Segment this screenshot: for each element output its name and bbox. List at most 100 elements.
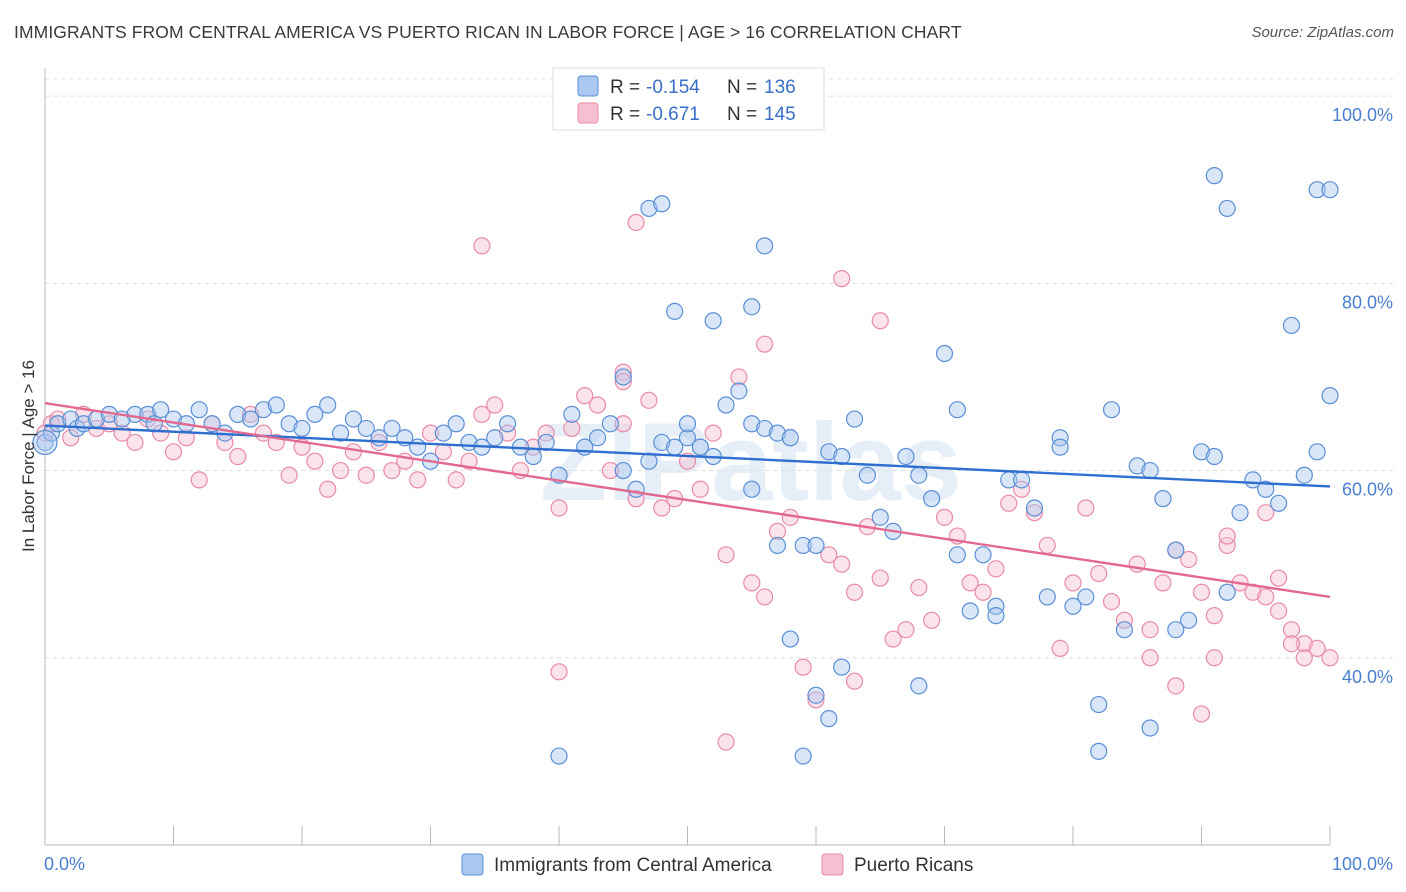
bottom-legend-label-pink: Puerto Ricans xyxy=(854,855,973,876)
data-point xyxy=(1012,471,1031,489)
data-point xyxy=(152,424,170,442)
data-point xyxy=(1064,597,1082,615)
data-point xyxy=(499,415,517,433)
data-point xyxy=(653,433,671,452)
data-point xyxy=(897,621,915,639)
data-point xyxy=(550,747,568,765)
data-point xyxy=(1102,593,1121,611)
data-point xyxy=(1321,387,1339,405)
legend-n-value-2: 145 xyxy=(764,104,796,125)
data-point xyxy=(409,471,427,489)
data-point xyxy=(935,508,954,526)
y-tick-labels: 40.0% 60.0% 80.0% 100.0% xyxy=(1332,105,1393,687)
data-point xyxy=(614,415,632,433)
data-point xyxy=(833,658,851,676)
data-point xyxy=(627,213,645,232)
data-point xyxy=(910,578,928,597)
data-point xyxy=(1308,639,1326,658)
data-point xyxy=(434,424,452,442)
data-point xyxy=(717,733,735,751)
data-point xyxy=(563,405,581,423)
data-point xyxy=(1077,588,1095,606)
data-point xyxy=(1269,602,1288,620)
data-point xyxy=(627,480,645,498)
data-point xyxy=(1308,181,1326,199)
data-point xyxy=(833,270,851,288)
data-point xyxy=(1205,649,1223,667)
data-point xyxy=(486,429,504,447)
data-point xyxy=(267,396,285,414)
data-point xyxy=(923,611,941,629)
data-point xyxy=(678,415,697,433)
data-point xyxy=(319,480,337,498)
data-point xyxy=(1257,588,1275,606)
data-point xyxy=(177,429,195,447)
y-tick-label: 40.0% xyxy=(1342,667,1393,687)
data-point xyxy=(447,471,465,489)
data-point xyxy=(331,424,350,442)
data-point xyxy=(486,396,504,414)
data-point xyxy=(1012,480,1031,498)
data-point xyxy=(357,419,375,438)
data-point xyxy=(987,560,1005,578)
data-point xyxy=(794,747,812,765)
data-point xyxy=(524,447,542,466)
x-tick-label-min: 0.0% xyxy=(44,854,85,874)
data-point xyxy=(550,499,568,517)
data-point xyxy=(1205,447,1223,466)
data-point xyxy=(910,466,928,484)
data-point xyxy=(319,396,337,414)
data-point xyxy=(409,438,427,456)
x-tick-label-max: 100.0% xyxy=(1332,854,1393,874)
data-point xyxy=(794,536,812,555)
data-point xyxy=(1295,649,1313,667)
data-point xyxy=(1141,719,1159,737)
data-point xyxy=(1090,695,1108,714)
data-point xyxy=(704,424,722,442)
data-point xyxy=(1025,499,1044,517)
data-point xyxy=(254,401,273,419)
data-point-large xyxy=(32,429,58,456)
data-point xyxy=(331,461,350,480)
data-point xyxy=(280,466,298,484)
data-point xyxy=(1321,181,1339,199)
data-point xyxy=(614,363,632,381)
data-point xyxy=(421,424,440,442)
data-point xyxy=(1167,621,1185,639)
data-point xyxy=(1167,541,1185,559)
legend-n-label-2: N = xyxy=(727,104,757,125)
data-point xyxy=(987,597,1005,615)
data-point xyxy=(1115,621,1134,639)
data-point xyxy=(524,438,542,456)
data-point xyxy=(563,419,581,438)
bottom-legend-swatch-blue xyxy=(461,853,484,876)
data-point xyxy=(845,583,864,601)
data-point xyxy=(807,686,825,704)
data-point xyxy=(1282,621,1301,639)
data-point xyxy=(242,410,260,428)
data-point xyxy=(768,424,787,442)
data-point xyxy=(1102,401,1121,419)
data-point xyxy=(755,588,774,606)
legend-r-label-2: R = xyxy=(610,104,640,125)
data-point xyxy=(1051,639,1069,658)
gridlines xyxy=(45,78,1393,659)
legend-r-value-2: -0.671 xyxy=(646,104,700,125)
data-point xyxy=(974,546,992,564)
data-point xyxy=(948,401,966,419)
data-point xyxy=(666,302,684,320)
data-point xyxy=(781,630,799,648)
data-point xyxy=(576,387,594,405)
data-point xyxy=(640,391,658,409)
data-point xyxy=(704,312,722,330)
data-point xyxy=(588,396,607,414)
data-point xyxy=(49,415,67,433)
data-point xyxy=(614,368,632,386)
data-point xyxy=(1231,504,1249,522)
data-point xyxy=(601,415,620,433)
data-point xyxy=(229,447,247,466)
data-point xyxy=(845,672,864,690)
data-point xyxy=(1000,494,1018,512)
chart-title: IMMIGRANTS FROM CENTRAL AMERICA VS PUERT… xyxy=(14,22,962,42)
data-point xyxy=(653,499,671,517)
